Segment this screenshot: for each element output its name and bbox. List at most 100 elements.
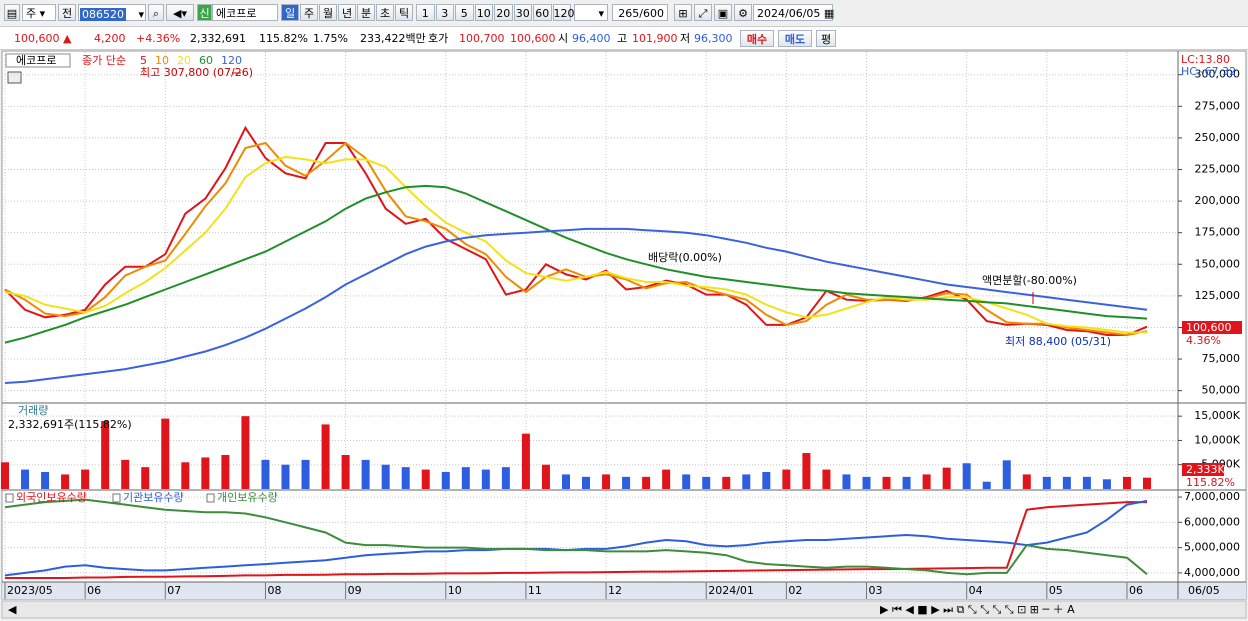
toolbar-button[interactable]: 월 xyxy=(319,4,337,21)
table-icon[interactable] xyxy=(7,71,22,84)
volume-bar xyxy=(121,459,130,489)
price-box xyxy=(1182,321,1242,334)
search-button[interactable]: ⌕ xyxy=(148,4,164,21)
settings-icon[interactable]: ⚙ xyxy=(734,4,752,21)
unit-select[interactable]: ▾ xyxy=(574,4,608,21)
volume-bar xyxy=(441,472,450,489)
toolbar-button[interactable]: 년 xyxy=(338,4,356,21)
scroll-left[interactable]: ◀ xyxy=(8,603,17,616)
change-pct: +4.36% xyxy=(136,32,181,45)
toolbar-button[interactable]: 틱 xyxy=(395,4,413,21)
prev-button[interactable]: 전 xyxy=(58,4,76,21)
sell-button[interactable]: 매도 xyxy=(778,30,812,47)
toolbar-button[interactable]: 3 xyxy=(435,4,454,21)
toolbar-button[interactable]: 20 xyxy=(494,4,513,21)
volume-bar xyxy=(642,476,651,489)
volume-bar xyxy=(161,418,170,489)
tool-icon[interactable]: ⊞ xyxy=(674,4,692,21)
volume-bar xyxy=(401,467,410,489)
save-icon[interactable]: ▣ xyxy=(714,4,732,21)
turnover: 1.75% xyxy=(313,32,348,45)
x-tick-label: 07 xyxy=(167,584,181,597)
market: 주 xyxy=(26,7,37,20)
volume-bar xyxy=(1102,479,1111,489)
title-box xyxy=(5,53,71,68)
legend-item: 개인보유수량 xyxy=(217,491,278,504)
volume-bar xyxy=(61,474,70,489)
volume-bar xyxy=(281,464,290,489)
volume-bar xyxy=(1143,477,1151,489)
axis-note: LC:13.80 xyxy=(1181,53,1230,66)
volume-bar xyxy=(622,476,631,489)
series-line xyxy=(4,141,1148,337)
volume-bar xyxy=(762,472,771,489)
last-ratio: 115.82% xyxy=(1186,476,1235,489)
series-line xyxy=(4,498,1148,576)
volume-bar xyxy=(1022,474,1031,489)
toolbar-button[interactable]: 5 xyxy=(455,4,474,21)
menu-icon[interactable]: ▤ xyxy=(4,4,20,21)
volume-bar xyxy=(461,467,470,489)
y-tick-label: 15,000K xyxy=(1194,409,1240,422)
y-tick-label: 7,000,000 xyxy=(1184,490,1240,503)
toolbar-button[interactable]: 10 xyxy=(474,4,493,21)
volume-bar xyxy=(982,481,991,489)
low-label: 저 xyxy=(680,32,691,45)
sound-button[interactable]: ◀▾ xyxy=(166,4,194,21)
series-line xyxy=(5,501,1147,579)
toolbar-button[interactable]: 일 xyxy=(281,4,299,21)
low: 96,300 xyxy=(694,32,733,45)
last-change: 4.36% xyxy=(1186,334,1221,347)
annotation: 최저 88,400 (05/31) xyxy=(1005,335,1111,348)
x-tick-label: 08 xyxy=(267,584,281,597)
volume-bar xyxy=(101,421,110,489)
volume-bar xyxy=(321,424,330,489)
volume-bar xyxy=(41,472,50,489)
toolbar-button[interactable]: 30 xyxy=(513,4,532,21)
volume-bar xyxy=(902,476,911,489)
legend-swatch xyxy=(5,493,14,503)
code-input[interactable]: 086520 ▾ xyxy=(78,4,146,21)
buy-button[interactable]: 매수 xyxy=(740,30,774,47)
scrollbar[interactable] xyxy=(1,600,1247,619)
volume-bar xyxy=(361,459,370,489)
scroll-right[interactable]: ▶ ⏮ ◀ ■ ▶ ⏭ ⧉ ⤡ ⤡ ⤡ ⤡ ⊡ ⊞ ─ ＋ A xyxy=(880,603,1075,616)
toolbar-button[interactable]: 1 xyxy=(416,4,435,21)
new-tag: 신 xyxy=(197,4,212,21)
volume-bar xyxy=(381,464,390,489)
volume-bar xyxy=(541,464,550,489)
toolbar-button[interactable]: 120 xyxy=(552,4,575,21)
toolbar-button[interactable]: 60 xyxy=(533,4,552,21)
x-tick-label: 2023/05 xyxy=(7,584,53,597)
toolbar-button[interactable]: 분 xyxy=(357,4,375,21)
volume-bar xyxy=(1,462,9,489)
x-tick-label: 04 xyxy=(969,584,983,597)
y-tick-label: 75,000 xyxy=(1202,352,1241,365)
count-field[interactable]: 265/600 xyxy=(612,4,668,21)
x-tick-label: 06 xyxy=(1129,584,1143,597)
price-value: 100,600 xyxy=(14,32,60,45)
volume-bar xyxy=(261,459,270,489)
y-tick-label: 250,000 xyxy=(1195,131,1241,144)
series-line xyxy=(4,184,1148,344)
volume-box xyxy=(1182,463,1224,476)
y-tick-label: 5,000,000 xyxy=(1184,541,1240,554)
x-axis-band xyxy=(2,582,1246,599)
high: 101,900 xyxy=(632,32,678,45)
date-field[interactable]: 2024/06/05 ▦ xyxy=(753,4,834,21)
volume-bar xyxy=(421,469,430,489)
avg-button[interactable]: 평 xyxy=(816,30,836,47)
legend-label: 종가 단순 xyxy=(82,54,126,67)
toolbar-button[interactable]: 초 xyxy=(376,4,394,21)
volume-bar xyxy=(702,476,711,489)
legend-swatch xyxy=(206,493,215,503)
tool-icon[interactable]: ⤢ xyxy=(694,4,712,21)
date: 2024/06/05 xyxy=(757,7,821,20)
volume-bar xyxy=(201,457,210,489)
x-tick-label: 09 xyxy=(348,584,362,597)
x-tick-label: 05 xyxy=(1049,584,1063,597)
x-tick-label: 10 xyxy=(448,584,462,597)
market-select[interactable]: 주 ▾ xyxy=(22,4,56,21)
toolbar-button[interactable]: 주 xyxy=(300,4,318,21)
volume-ratio: 115.82% xyxy=(259,32,308,45)
